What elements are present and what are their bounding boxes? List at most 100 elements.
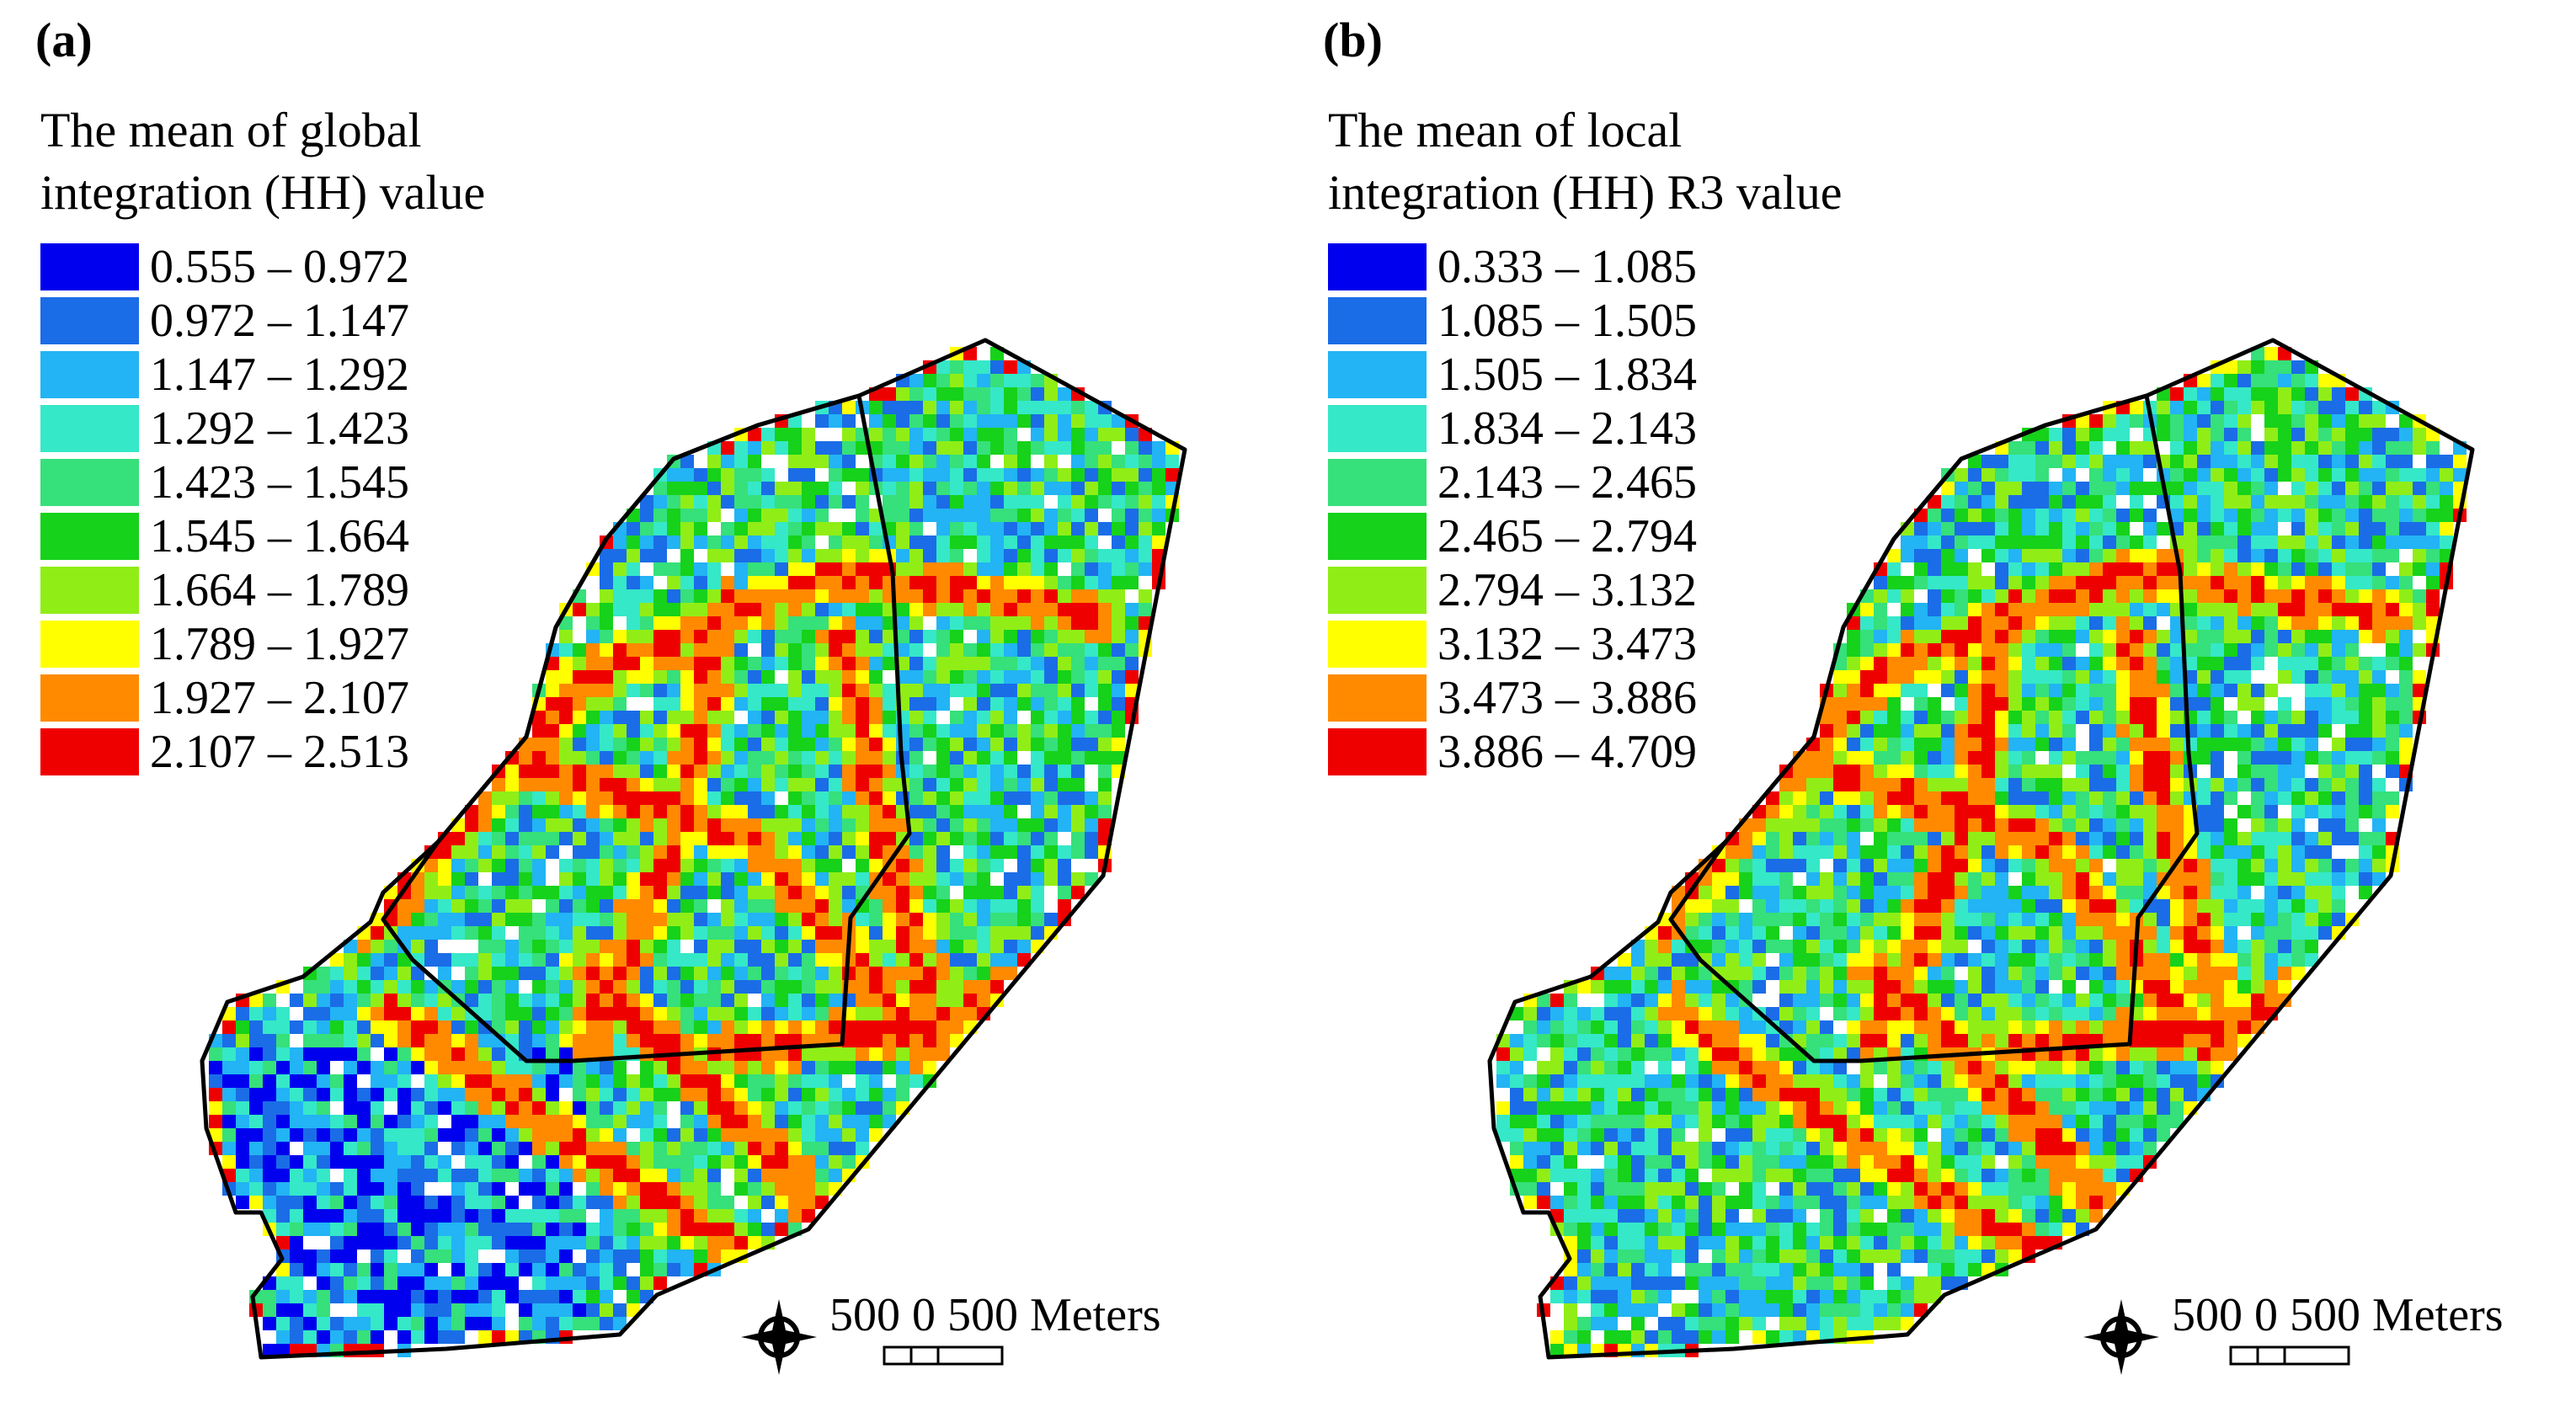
map-cell [1058,549,1071,562]
map-cell [1833,832,1847,845]
map-cell [2130,670,2143,684]
map-cell [1847,697,1860,711]
map-cell [2076,549,2089,562]
map-cell [1004,778,1017,791]
map-cell [707,1128,721,1142]
map-cell [1941,576,1955,589]
map-cell [2399,535,2413,549]
map-cell [2008,967,2022,980]
map-cell [2035,603,2049,616]
map-cell [2305,913,2318,926]
map-cell [2305,616,2318,630]
map-cell [1645,967,1658,980]
map-cell [1995,495,2008,509]
map-cell [505,1196,519,1209]
map-cell [559,967,573,980]
map-cell [2184,872,2197,886]
map-cell [842,684,856,697]
map-cell [2049,711,2062,724]
map-cell [2251,360,2264,374]
map-cell [950,576,963,589]
map-cell [2291,886,2305,899]
map-cell [815,643,829,657]
map-cell [990,845,1004,859]
map-cell [815,832,829,845]
map-cell [2318,441,2332,455]
map-cell [829,670,842,684]
map-cell [2372,751,2386,765]
map-cell [627,751,640,765]
map-cell [505,1223,519,1236]
map-cell [1981,832,1995,845]
map-cell [950,562,963,576]
map-cell [357,1155,371,1169]
map-cell [344,953,357,967]
map-cell [559,1209,573,1223]
map-cell [802,1155,815,1169]
map-cell [290,1196,303,1209]
map-cell [1017,535,1031,549]
map-cell [2359,738,2372,751]
map-cell [1874,684,1887,697]
map-cell [1752,899,1766,913]
map-cell [2426,549,2440,562]
map-cell [2318,482,2332,495]
map-cell [950,684,963,697]
map-cell [559,1047,573,1061]
map-cell [1699,913,1712,926]
map-cell [2211,872,2224,886]
map-cell [1779,832,1793,845]
map-cell [613,967,627,980]
map-cell [977,980,990,994]
map-cell [2318,616,2332,630]
map-cell [1017,684,1031,697]
map-cell [1860,967,1874,980]
map-cell [1098,414,1112,428]
map-cell [2130,509,2143,522]
map-cell [1968,455,1981,468]
map-cell [2103,455,2116,468]
map-cell [2035,616,2049,630]
map-cell [2332,441,2345,455]
map-cell [829,1074,842,1088]
map-cell [2211,576,2224,589]
map-cell [303,1169,317,1182]
map-cell [640,899,653,913]
map-cell [424,1047,438,1061]
map-cell [1058,684,1071,697]
map-cell [573,994,586,1007]
map-cell [640,1236,653,1249]
map-cell [775,576,788,589]
map-cell [357,1088,371,1101]
map-cell [2062,455,2076,468]
map-cell [344,1101,357,1115]
map-cell [667,791,680,805]
map-cell [573,1101,586,1115]
map-cell [640,509,653,522]
map-cell [842,468,856,482]
map-cell [2184,616,2197,630]
map-cell [371,1223,384,1236]
map-cell [667,711,680,724]
map-cell [465,994,478,1007]
map-cell [815,1101,829,1115]
map-cell [2237,455,2251,468]
map-cell [532,1196,546,1209]
map-cell [1955,845,1968,859]
map-cell [640,643,653,657]
map-cell [330,1115,344,1128]
map-cell [909,940,923,953]
map-cell [2130,805,2143,818]
map-cell [1779,845,1793,859]
map-cell [2008,495,2022,509]
map-cell [2049,589,2062,603]
map-cell [2116,765,2130,778]
map-cell [2224,845,2237,859]
map-cell [788,428,802,441]
map-cell [775,1115,788,1128]
map-cell [680,616,694,630]
map-cell [923,886,936,899]
map-cell [2224,562,2237,576]
map-cell [1860,670,1874,684]
map-cell [424,1101,438,1115]
